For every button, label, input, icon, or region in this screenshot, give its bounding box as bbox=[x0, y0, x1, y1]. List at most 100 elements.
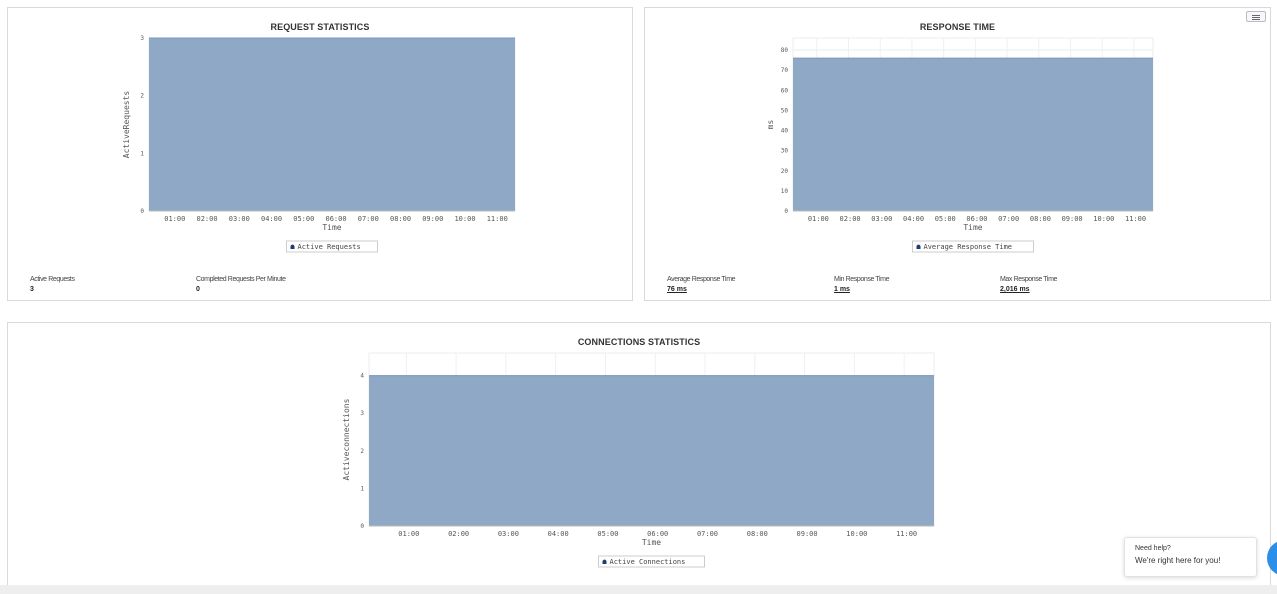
x-tick-label: 01:00 bbox=[164, 215, 185, 223]
x-tick-label: 10:00 bbox=[1093, 215, 1114, 223]
y-tick-label: 2 bbox=[140, 93, 144, 100]
y-tick-label: 3 bbox=[360, 410, 364, 417]
x-tick-label: 05:00 bbox=[597, 530, 618, 538]
x-tick-label: 05:00 bbox=[293, 215, 314, 223]
chat-bubble-icon[interactable] bbox=[1267, 540, 1277, 576]
y-tick-label: 0 bbox=[360, 523, 364, 530]
series-area bbox=[149, 38, 515, 211]
x-tick-label: 04:00 bbox=[548, 530, 569, 538]
x-tick-label: 05:00 bbox=[935, 215, 956, 223]
legend-label: Active Connections bbox=[610, 558, 686, 566]
x-tick-label: 06:00 bbox=[647, 530, 668, 538]
y-tick-label: 80 bbox=[781, 47, 789, 54]
x-tick-label: 09:00 bbox=[1062, 215, 1083, 223]
stat-active-requests: Active Requests 3 bbox=[30, 276, 75, 293]
y-tick-label: 1 bbox=[360, 485, 364, 492]
x-tick-label: 08:00 bbox=[390, 215, 411, 223]
x-tick-label: 03:00 bbox=[871, 215, 892, 223]
hamburger-menu-icon bbox=[1252, 15, 1260, 16]
stat-label: Min Response Time bbox=[834, 276, 890, 283]
x-tick-label: 08:00 bbox=[747, 530, 768, 538]
x-tick-label: 02:00 bbox=[448, 530, 469, 538]
x-tick-label: 04:00 bbox=[261, 215, 282, 223]
stat-value-link[interactable]: 1 ms bbox=[834, 286, 850, 293]
help-message: We're right here for you! bbox=[1135, 556, 1221, 565]
x-tick-label: 11:00 bbox=[487, 215, 508, 223]
request-statistics-panel: REQUEST STATISTICS 0 1 2 3 01:00 02:00 03:00 04… bbox=[7, 7, 633, 301]
help-title: Need help? bbox=[1135, 545, 1171, 552]
y-tick-label: 20 bbox=[781, 168, 789, 175]
footer-bar bbox=[0, 585, 1277, 594]
stat-value: 0 bbox=[196, 286, 200, 293]
hamburger-menu-icon bbox=[1252, 17, 1260, 18]
legend-box bbox=[598, 555, 705, 568]
stat-value-link[interactable]: 76 ms bbox=[667, 286, 687, 293]
x-tick-label: 06:00 bbox=[966, 215, 987, 223]
x-axis-label: Time bbox=[963, 223, 982, 232]
x-tick-label: 09:00 bbox=[797, 530, 818, 538]
hamburger-menu-icon bbox=[1252, 19, 1260, 20]
x-tick-label: 02:00 bbox=[840, 215, 861, 223]
connections-chart: 0 1 2 3 4 01:00 02:00 03:00 04:00 05:00 06:00 07:00… bbox=[342, 352, 935, 568]
request-chart: 0 1 2 3 01:00 02:00 03:00 04:00 05:00 06:00 07:00 0… bbox=[122, 35, 516, 253]
y-tick-label: 2 bbox=[360, 448, 364, 455]
connections-statistics-panel: CONNECTIONS STATISTICS 0 1 2 3 4 01:00 02:00 03… bbox=[7, 322, 1271, 594]
legend-box bbox=[286, 240, 378, 253]
legend-swatch-icon bbox=[916, 244, 921, 249]
stat-value-link[interactable]: 2,016 ms bbox=[1000, 286, 1030, 293]
connections-panel-title: CONNECTIONS STATISTICS bbox=[577, 337, 701, 347]
y-tick-label: 30 bbox=[781, 148, 789, 155]
response-chart: 0 10 20 30 40 50 60 70 80 01:00 02:00 03:00 04:00 05:… bbox=[766, 37, 1154, 253]
y-tick-label: 10 bbox=[781, 188, 789, 195]
x-axis-label: Time bbox=[322, 223, 341, 232]
legend-swatch-icon bbox=[602, 559, 607, 564]
legend-box bbox=[912, 240, 1034, 253]
x-tick-label: 03:00 bbox=[229, 215, 250, 223]
x-tick-label: 07:00 bbox=[697, 530, 718, 538]
chart-menu-button[interactable] bbox=[1246, 11, 1266, 22]
y-tick-label: 0 bbox=[784, 208, 788, 215]
x-tick-label: 04:00 bbox=[903, 215, 924, 223]
y-tick-label: 40 bbox=[781, 128, 789, 135]
x-tick-label: 01:00 bbox=[398, 530, 419, 538]
x-tick-label: 07:00 bbox=[998, 215, 1019, 223]
x-tick-label: 10:00 bbox=[846, 530, 867, 538]
y-tick-label: 1 bbox=[140, 150, 144, 157]
legend-swatch-icon bbox=[290, 244, 295, 249]
x-tick-label: 06:00 bbox=[325, 215, 346, 223]
legend-label: Active Requests bbox=[298, 243, 361, 251]
y-tick-label: 4 bbox=[360, 373, 364, 380]
series-area bbox=[369, 375, 934, 526]
x-axis-label: Time bbox=[642, 538, 661, 547]
request-panel-title: REQUEST STATISTICS bbox=[270, 22, 370, 32]
x-tick-label: 11:00 bbox=[1125, 215, 1146, 223]
response-time-panel: RESPONSE TIME 0 10 20 30 40 50 60 70 80 01:00 02:0… bbox=[644, 7, 1271, 301]
x-tick-label: 02:00 bbox=[197, 215, 218, 223]
response-panel-title: RESPONSE TIME bbox=[919, 22, 996, 32]
stat-min-response-time: Min Response Time 1 ms bbox=[834, 276, 889, 293]
y-axis-label: ms bbox=[766, 120, 775, 130]
stat-completed-requests: Completed Requests Per Minute 0 bbox=[196, 276, 286, 293]
x-tick-label: 11:00 bbox=[896, 530, 917, 538]
help-popup[interactable]: Need help? We're right here for you! bbox=[1124, 537, 1257, 577]
legend-label: Average Response Time bbox=[924, 243, 1013, 251]
stat-label: Average Response Time bbox=[667, 276, 736, 283]
x-tick-label: 01:00 bbox=[808, 215, 829, 223]
y-axis-label: Activeconnections bbox=[342, 398, 351, 480]
x-tick-label: 08:00 bbox=[1030, 215, 1051, 223]
y-tick-label: 50 bbox=[781, 107, 789, 114]
series-area bbox=[793, 58, 1153, 212]
x-tick-label: 10:00 bbox=[454, 215, 475, 223]
stat-average-response-time: Average Response Time 76 ms bbox=[667, 276, 736, 293]
y-tick-label: 0 bbox=[140, 208, 144, 215]
x-tick-label: 09:00 bbox=[422, 215, 443, 223]
y-tick-label: 70 bbox=[781, 67, 789, 74]
x-tick-label: 03:00 bbox=[498, 530, 519, 538]
stat-label: Completed Requests Per Minute bbox=[196, 276, 286, 283]
y-tick-label: 3 bbox=[140, 35, 144, 42]
y-axis-label: ActiveRequests bbox=[122, 91, 131, 159]
stat-value: 3 bbox=[30, 286, 34, 293]
stat-label: Max Response Time bbox=[1000, 276, 1058, 283]
x-tick-label: 07:00 bbox=[358, 215, 379, 223]
stat-max-response-time: Max Response Time 2,016 ms bbox=[1000, 276, 1057, 293]
